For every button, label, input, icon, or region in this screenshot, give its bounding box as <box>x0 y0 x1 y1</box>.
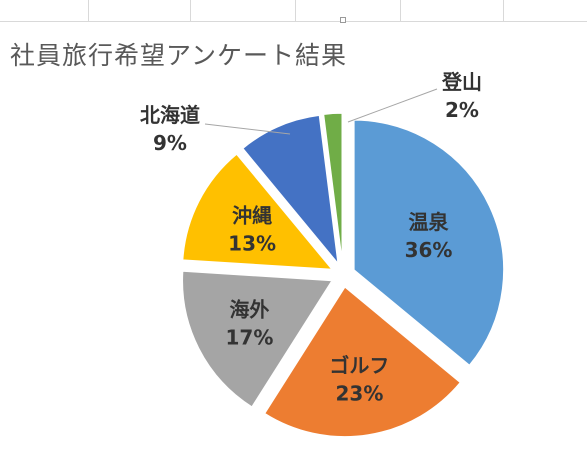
pie-slice-1[interactable] <box>353 119 505 367</box>
chart-resize-handle[interactable] <box>340 17 346 23</box>
pie-slice-6[interactable] <box>322 112 343 264</box>
slice-percent-1: 36% <box>405 238 453 262</box>
leader-line-6 <box>347 88 438 123</box>
slice-label-2: ゴルフ <box>329 354 389 378</box>
slice-label-3: 海外 <box>229 298 269 322</box>
slice-percent-2: 23% <box>335 382 383 406</box>
grid-column-line <box>295 0 296 22</box>
slice-percent-4: 13% <box>228 232 276 256</box>
sheet-grid-header <box>0 0 587 22</box>
pie-slice-5[interactable] <box>241 114 340 267</box>
grid-column-line <box>190 0 191 22</box>
grid-column-line <box>503 0 504 22</box>
grid-column-line <box>400 0 401 22</box>
slice-percent-6: 2% <box>445 98 479 122</box>
pie-slice-4[interactable] <box>181 152 334 271</box>
slice-percent-3: 17% <box>226 326 274 350</box>
leader-line-5 <box>204 123 291 135</box>
slice-label-1: 温泉 <box>409 210 450 234</box>
slice-percent-5: 9% <box>153 131 187 155</box>
slice-label-4: 沖縄 <box>232 204 272 228</box>
pie-slice-3[interactable] <box>181 270 334 409</box>
chart-title: 社員旅行希望アンケート結果 <box>10 41 348 70</box>
pie-slice-2[interactable] <box>263 285 462 438</box>
grid-column-line <box>88 0 89 22</box>
slice-label-6: 登山 <box>441 70 482 94</box>
slice-label-5: 北海道 <box>140 103 200 127</box>
